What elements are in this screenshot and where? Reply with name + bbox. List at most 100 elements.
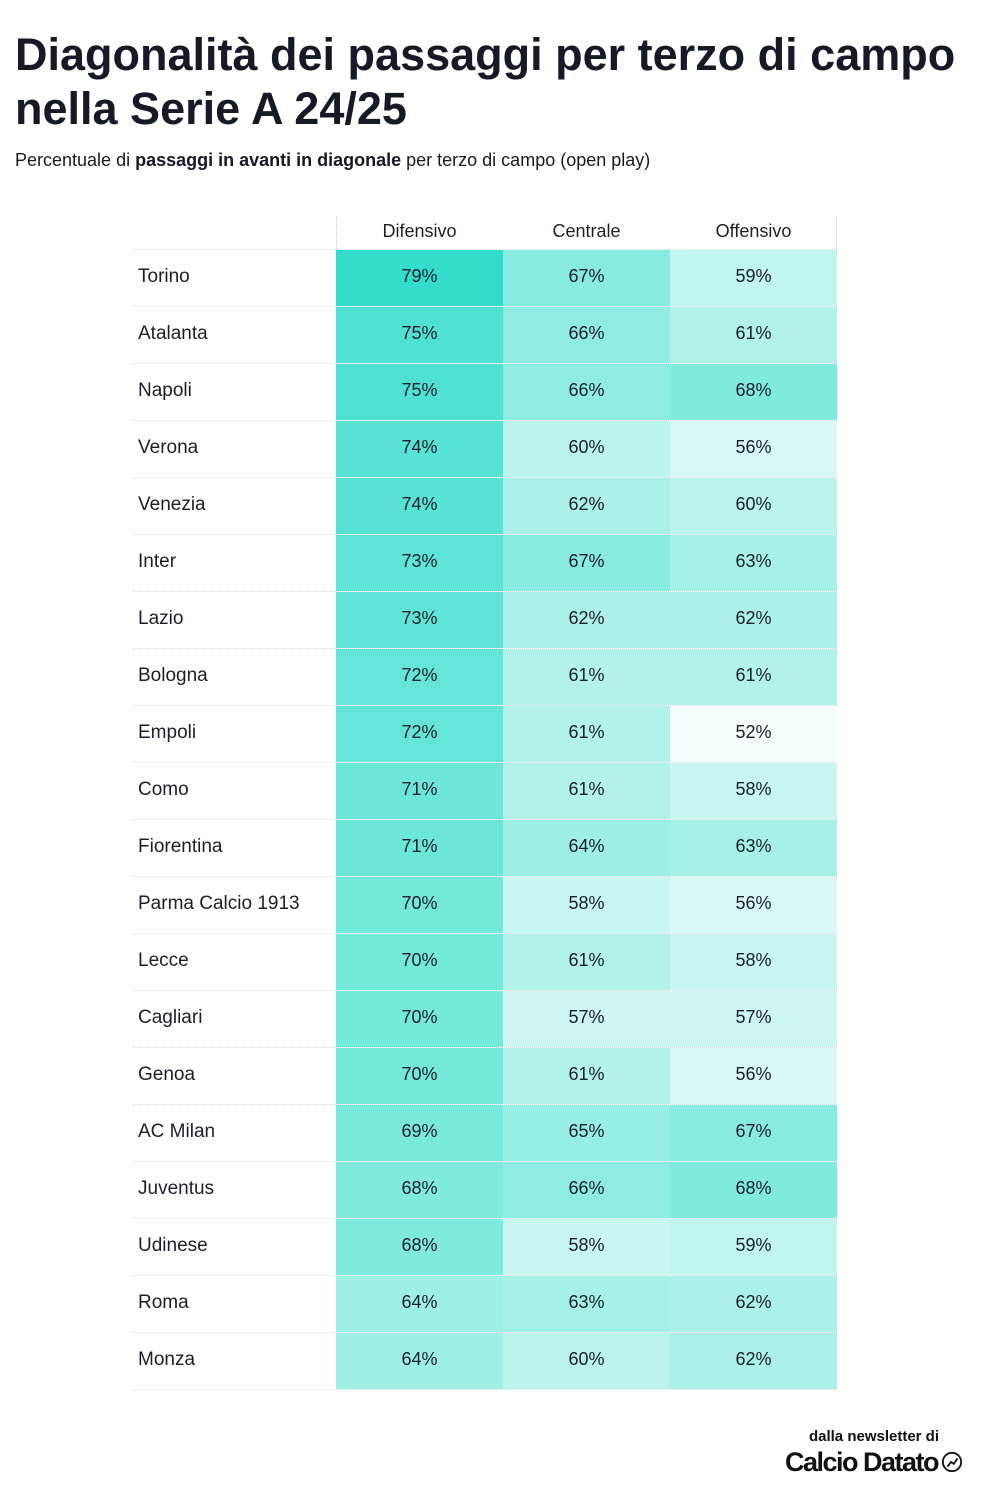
table-row: Torino 79% 67% 59% (133, 249, 837, 306)
heatmap-cell-offensivo: 57% (670, 991, 837, 1047)
credit-line: dalla newsletter di (808, 1428, 940, 1445)
column-header-offensivo: Offensivo (715, 221, 792, 241)
heatmap-cell-centrale: 60% (503, 1333, 670, 1389)
team-label: Como (138, 779, 189, 800)
heatmap-cell-difensivo: 74% (336, 421, 503, 477)
heatmap-cell-difensivo: 68% (336, 1162, 503, 1218)
heatmap-cell-centrale: 61% (503, 1048, 670, 1104)
heatmap-cell-centrale: 64% (503, 820, 670, 876)
subtitle-text-2: per terzo di campo (open play) (401, 150, 651, 170)
heatmap-cell-offensivo: 62% (670, 1333, 837, 1389)
brand-logo: Calcio Datato (785, 1446, 963, 1478)
heatmap-cell-difensivo: 79% (336, 250, 503, 306)
header-divider-left (336, 216, 337, 249)
chart-subtitle: Percentuale di passaggi in avanti in dia… (15, 148, 650, 172)
team-label: Monza (138, 1349, 196, 1370)
heatmap-cell-offensivo: 61% (670, 307, 837, 363)
heatmap-cell-offensivo: 58% (670, 934, 837, 990)
table-row: Fiorentina 71% 64% 63% (133, 819, 837, 876)
brand-ball-icon (941, 1451, 963, 1473)
heatmap-cell-difensivo: 72% (336, 706, 503, 762)
table-row: Como 71% 61% 58% (133, 762, 837, 819)
heatmap-cell-difensivo: 73% (336, 592, 503, 648)
heatmap-rows: Torino 79% 67% 59% Atalanta 75% 66% 61% Napoli 75… (133, 249, 837, 1390)
team-label: Atalanta (138, 323, 208, 344)
table-row: Udinese 68% 58% 59% (133, 1218, 837, 1275)
table-row: Napoli 75% 66% 68% (133, 363, 837, 420)
heatmap-cell-difensivo: 70% (336, 877, 503, 933)
team-label: Torino (138, 266, 190, 287)
heatmap-cell-centrale: 66% (503, 364, 670, 420)
table-row: Parma Calcio 1913 70% 58% 56% (133, 876, 837, 933)
team-label: Inter (138, 551, 177, 572)
heatmap-cell-offensivo: 58% (670, 763, 837, 819)
heatmap-cell-difensivo: 72% (336, 649, 503, 705)
heatmap-cell-centrale: 66% (503, 1162, 670, 1218)
table-row: Monza 64% 60% 62% (133, 1332, 837, 1390)
team-label: Lazio (138, 608, 184, 629)
heatmap-cell-offensivo: 62% (670, 1276, 837, 1332)
team-label: Udinese (138, 1235, 208, 1256)
heatmap-cell-offensivo: 61% (670, 649, 837, 705)
heatmap-cell-offensivo: 52% (670, 706, 837, 762)
chart-title: Diagonalità dei passaggi per terzo di ca… (15, 29, 956, 134)
heatmap-cell-centrale: 66% (503, 307, 670, 363)
heatmap-cell-difensivo: 64% (336, 1333, 503, 1389)
heatmap-cell-offensivo: 59% (670, 1219, 837, 1275)
table-row: AC Milan 69% 65% 67% (133, 1104, 837, 1161)
heatmap-cell-centrale: 60% (503, 421, 670, 477)
heatmap-cell-offensivo: 60% (670, 478, 837, 534)
team-label: Roma (138, 1292, 189, 1313)
team-label: AC Milan (138, 1121, 216, 1142)
brand-wordmark: Calcio Datato (784, 1447, 940, 1477)
heatmap-cell-difensivo: 73% (336, 535, 503, 591)
heatmap-cell-difensivo: 70% (336, 1048, 503, 1104)
heatmap-cell-offensivo: 59% (670, 250, 837, 306)
heatmap-cell-offensivo: 56% (670, 1048, 837, 1104)
team-label: Cagliari (138, 1007, 203, 1028)
table-row: Cagliari 70% 57% 57% (133, 990, 837, 1047)
heatmap-cell-centrale: 65% (503, 1105, 670, 1161)
column-header-centrale: Centrale (552, 221, 621, 241)
heatmap-cell-centrale: 62% (503, 592, 670, 648)
heatmap-cell-difensivo: 75% (336, 307, 503, 363)
heatmap-cell-difensivo: 74% (336, 478, 503, 534)
table-row: Inter 73% 67% 63% (133, 534, 837, 591)
heatmap-cell-offensivo: 56% (670, 877, 837, 933)
heatmap-cell-centrale: 61% (503, 649, 670, 705)
heatmap-cell-offensivo: 62% (670, 592, 837, 648)
subtitle-text-1: Percentuale di (15, 150, 136, 170)
heatmap-cell-difensivo: 71% (336, 763, 503, 819)
heatmap-cell-difensivo: 75% (336, 364, 503, 420)
table-row: Empoli 72% 61% 52% (133, 705, 837, 762)
table-row: Lazio 73% 62% 62% (133, 591, 837, 648)
heatmap-cell-offensivo: 67% (670, 1105, 837, 1161)
heatmap-cell-centrale: 63% (503, 1276, 670, 1332)
team-label: Juventus (138, 1178, 215, 1199)
heatmap-cell-offensivo: 63% (670, 820, 837, 876)
heatmap-cell-centrale: 67% (503, 250, 670, 306)
heatmap-cell-difensivo: 70% (336, 991, 503, 1047)
heatmap-cell-difensivo: 70% (336, 934, 503, 990)
heatmap-cell-centrale: 61% (503, 934, 670, 990)
team-label: Napoli (138, 380, 192, 401)
column-header-row: Difensivo Centrale Offensivo (133, 216, 837, 249)
heatmap-cell-difensivo: 69% (336, 1105, 503, 1161)
table-row: Lecce 70% 61% 58% (133, 933, 837, 990)
heatmap-cell-offensivo: 63% (670, 535, 837, 591)
heatmap-cell-offensivo: 68% (670, 1162, 837, 1218)
table-row: Bologna 72% 61% 61% (133, 648, 837, 705)
team-label: Parma Calcio 1913 (138, 893, 300, 914)
heatmap-cell-centrale: 67% (503, 535, 670, 591)
table-row: Roma 64% 63% 62% (133, 1275, 837, 1332)
heatmap-cell-difensivo: 68% (336, 1219, 503, 1275)
table-row: Juventus 68% 66% 68% (133, 1161, 837, 1218)
team-label: Lecce (138, 950, 189, 971)
heatmap-cell-difensivo: 71% (336, 820, 503, 876)
subtitle-emphasis: passaggi in avanti in diagonale (135, 150, 402, 170)
team-label: Bologna (138, 665, 208, 686)
team-label: Empoli (138, 722, 197, 743)
heatmap-cell-centrale: 58% (503, 877, 670, 933)
heatmap-cell-centrale: 61% (503, 763, 670, 819)
table-row: Atalanta 75% 66% 61% (133, 306, 837, 363)
